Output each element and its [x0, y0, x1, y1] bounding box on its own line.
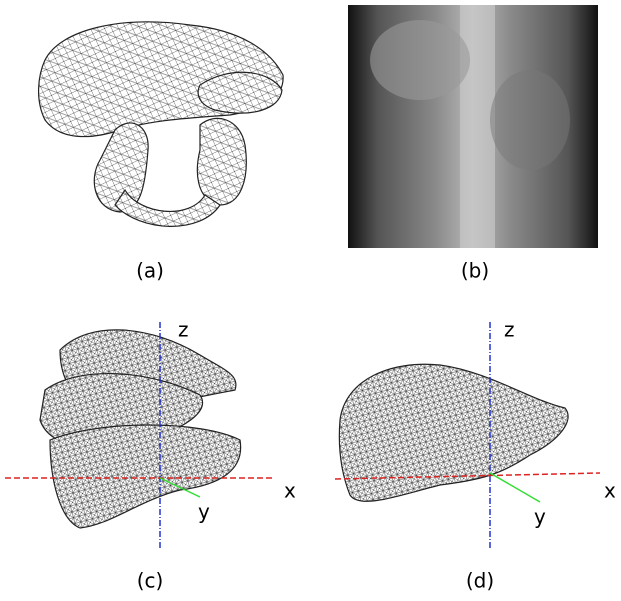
caption: (a)	[136, 259, 164, 283]
axis-label: z	[504, 318, 515, 342]
axis-label: y	[534, 505, 546, 529]
caption: (b)	[461, 259, 489, 283]
mesh-c	[40, 330, 241, 528]
y-axis	[490, 473, 540, 502]
xray-image	[348, 5, 598, 248]
axis-label: x	[604, 479, 616, 503]
axis-label: x	[284, 479, 296, 503]
caption: (d)	[466, 569, 494, 593]
mesh-d	[339, 364, 568, 501]
axis-label: y	[198, 500, 210, 524]
mesh-a	[39, 22, 284, 226]
caption: (c)	[137, 569, 164, 593]
figure: (a) (b) (c) (d) z x y z x y	[0, 0, 621, 601]
axis-label: z	[178, 318, 189, 342]
